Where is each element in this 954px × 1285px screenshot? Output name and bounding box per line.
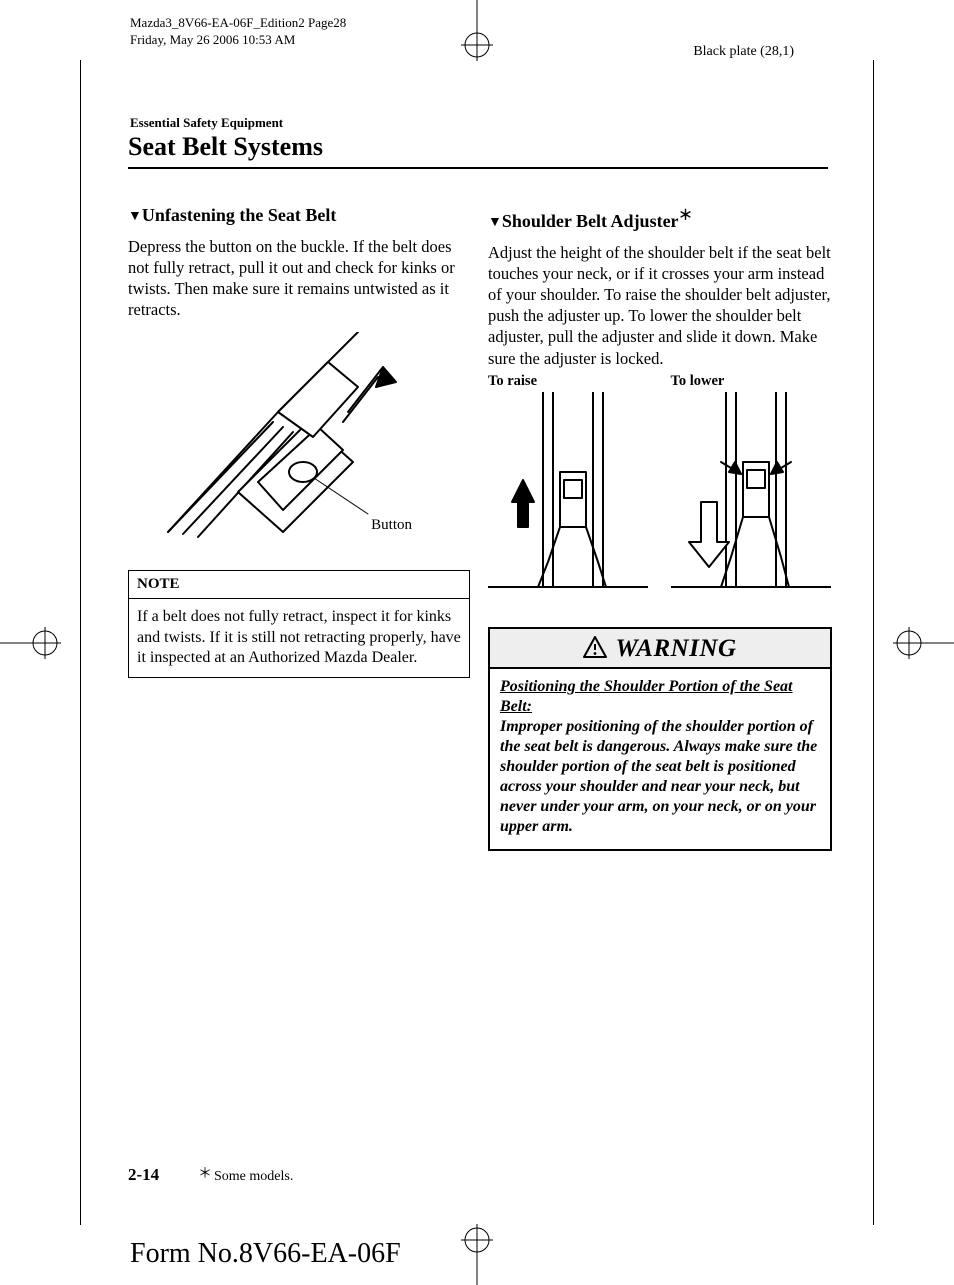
button-callout-label: Button bbox=[371, 517, 412, 534]
right-heading: ▼Shoulder Belt Adjuster＊ bbox=[488, 205, 833, 232]
warning-triangle-icon bbox=[583, 636, 607, 663]
right-heading-text: Shoulder Belt Adjuster bbox=[502, 211, 679, 231]
warning-box: WARNING Positioning the Shoulder Portion… bbox=[488, 627, 832, 851]
crop-mark-top-icon bbox=[447, 0, 507, 65]
page-number: 2-14 bbox=[128, 1165, 159, 1185]
adjuster-illustrations: To raise bbox=[488, 373, 833, 607]
triangle-down-icon: ▼ bbox=[128, 209, 142, 224]
note-body: If a belt does not fully retract, inspec… bbox=[129, 599, 469, 676]
crop-mark-right-icon bbox=[889, 613, 954, 673]
raise-label: To raise bbox=[488, 373, 651, 390]
column-right: ▼Shoulder Belt Adjuster＊ Adjust the heig… bbox=[488, 205, 833, 851]
note-box: NOTE If a belt does not fully retract, i… bbox=[128, 570, 470, 677]
right-body-text: Adjust the height of the shoulder belt i… bbox=[488, 242, 833, 369]
column-left: ▼Unfastening the Seat Belt Depress the b… bbox=[128, 205, 473, 678]
some-models-text: Some models. bbox=[214, 1169, 293, 1184]
note-header: NOTE bbox=[129, 571, 469, 599]
lower-illustration: To lower bbox=[671, 373, 834, 607]
left-body-text: Depress the button on the buckle. If the… bbox=[128, 236, 473, 320]
asterisk-icon: ＊ bbox=[198, 1167, 212, 1182]
form-number: Form No.8V66-EA-06F bbox=[130, 1238, 401, 1270]
some-models-note: ＊Some models. bbox=[198, 1163, 293, 1185]
chapter-label: Essential Safety Equipment bbox=[130, 115, 283, 131]
buckle-illustration-svg bbox=[128, 332, 468, 552]
doc-id: Mazda3_8V66-EA-06F_Edition2 Page28 bbox=[130, 15, 346, 32]
crop-mark-bottom-icon bbox=[447, 1220, 507, 1285]
warning-body: Positioning the Shoulder Portion of the … bbox=[490, 669, 830, 849]
raise-svg bbox=[488, 392, 648, 602]
raise-illustration: To raise bbox=[488, 373, 651, 607]
left-heading-text: Unfastening the Seat Belt bbox=[142, 205, 337, 225]
triangle-down-icon: ▼ bbox=[488, 215, 502, 230]
warning-title: WARNING bbox=[615, 635, 736, 662]
warning-subhead: Positioning the Shoulder Portion of the … bbox=[500, 678, 793, 715]
left-heading: ▼Unfastening the Seat Belt bbox=[128, 205, 473, 226]
black-plate-label: Black plate (28,1) bbox=[693, 44, 794, 60]
lower-label: To lower bbox=[671, 373, 834, 390]
some-models-star: ＊ bbox=[679, 209, 693, 224]
lower-svg bbox=[671, 392, 831, 602]
crop-mark-left-icon bbox=[0, 613, 65, 673]
section-title: Seat Belt Systems bbox=[128, 132, 323, 162]
unfasten-illustration: Button bbox=[128, 332, 468, 552]
warning-header: WARNING bbox=[490, 629, 830, 669]
warning-body-text: Improper positioning of the shoulder por… bbox=[500, 718, 817, 835]
header-meta: Mazda3_8V66-EA-06F_Edition2 Page28 Frida… bbox=[130, 15, 346, 49]
title-rule bbox=[128, 167, 828, 169]
doc-timestamp: Friday, May 26 2006 10:53 AM bbox=[130, 32, 346, 49]
